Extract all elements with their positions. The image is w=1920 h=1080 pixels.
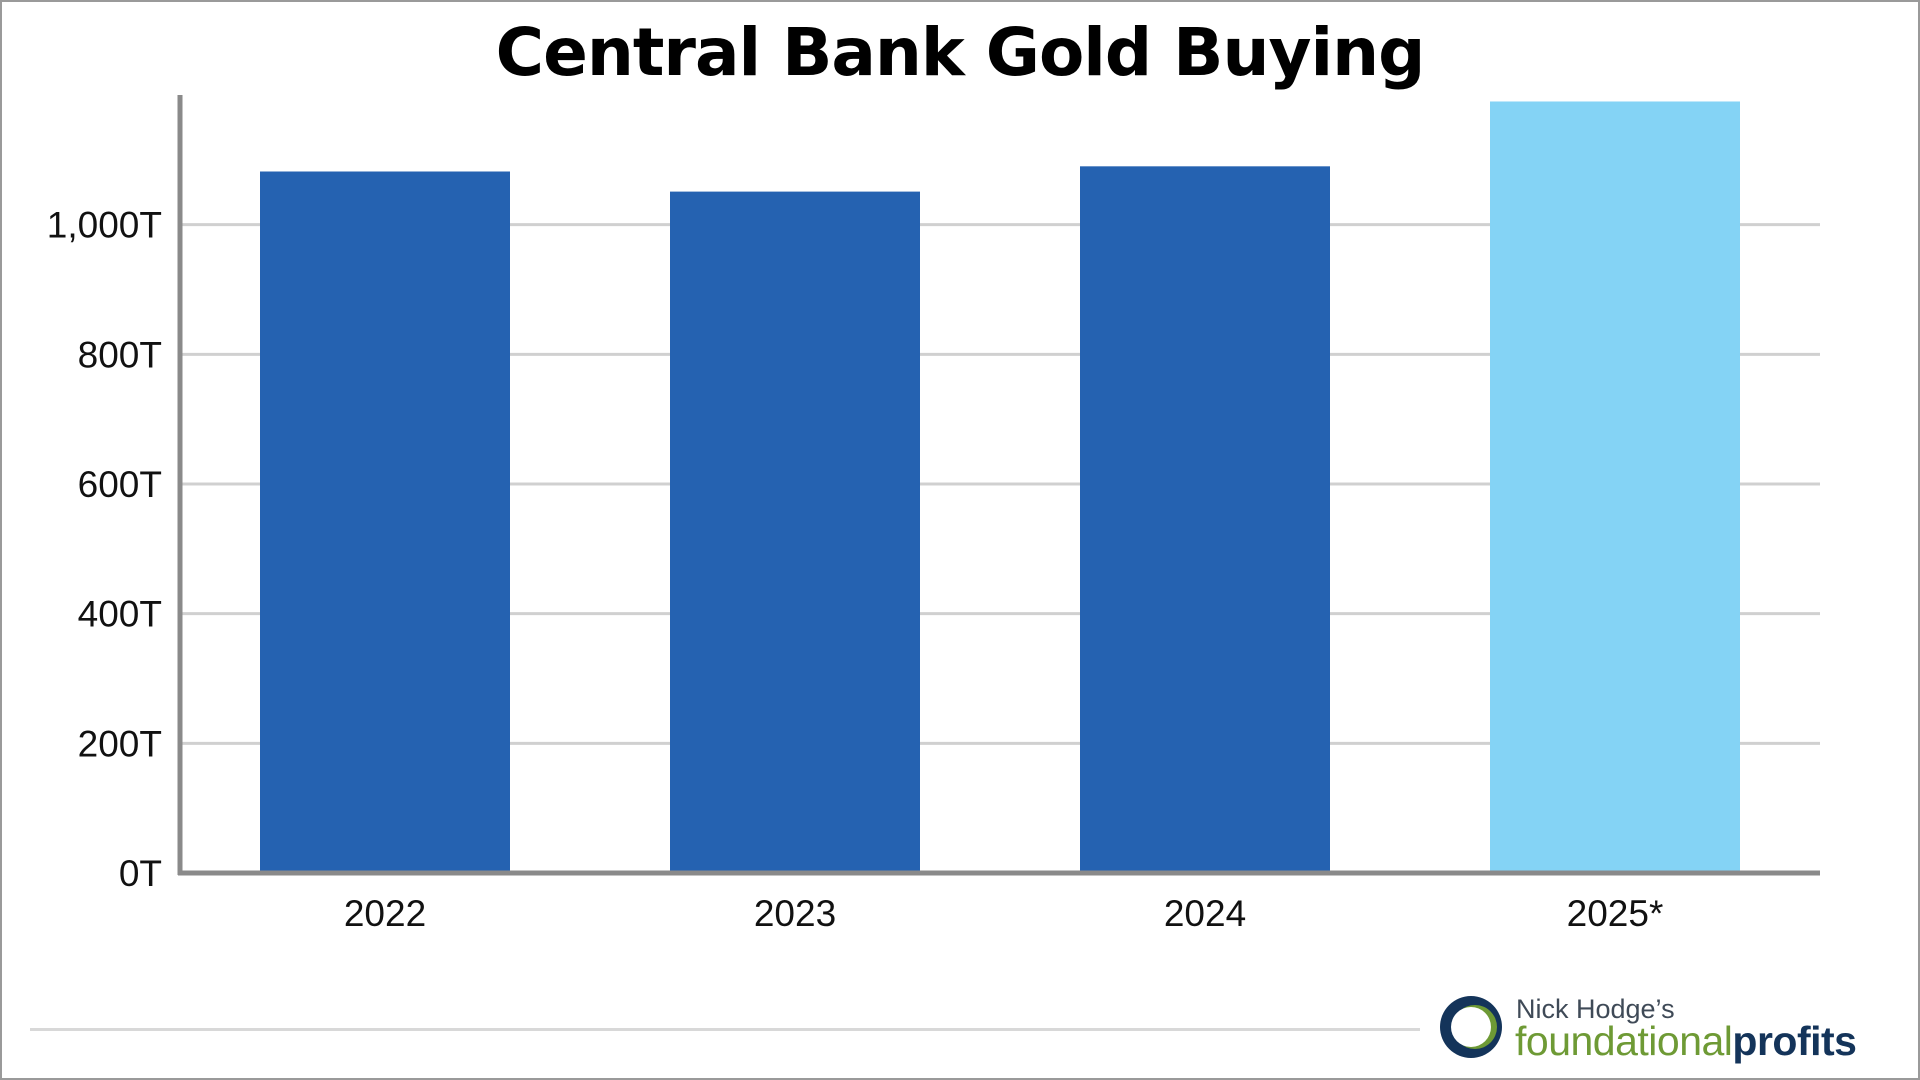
brand-name-part2: profits xyxy=(1732,1018,1857,1064)
footer-divider xyxy=(30,1028,1420,1031)
brand-name: foundationalprofits xyxy=(1515,1018,1857,1065)
y-tick-label: 600T xyxy=(78,464,162,505)
brand-logo-mark-icon xyxy=(1440,996,1502,1058)
y-tick-label: 200T xyxy=(78,723,162,764)
brand-logo: Nick Hodge’s foundationalprofits xyxy=(1438,994,1908,1064)
y-tick-label: 0T xyxy=(119,853,162,894)
chart-title: Central Bank Gold Buying xyxy=(495,14,1426,91)
brand-prefix: Nick Hodge’s xyxy=(1516,994,1675,1024)
labels: 0T 200T 400T 600T 800T 1,000T 2022 2023 2024 2025… xyxy=(47,205,1664,934)
x-tick-label: 2023 xyxy=(754,893,836,934)
x-tick-label: 2025* xyxy=(1567,893,1664,934)
bar xyxy=(1080,166,1330,874)
x-tick-label: 2024 xyxy=(1164,893,1246,934)
bar xyxy=(670,191,920,873)
bar xyxy=(1490,101,1740,873)
y-tick-label: 400T xyxy=(78,594,162,635)
y-tick-label: 800T xyxy=(78,334,162,375)
bar xyxy=(260,171,510,874)
x-tick-label: 2022 xyxy=(344,893,426,934)
bars xyxy=(260,101,1740,874)
y-tick-label: 1,000T xyxy=(47,205,162,246)
axes xyxy=(177,95,1820,876)
brand-name-part1: foundational xyxy=(1515,1018,1733,1064)
